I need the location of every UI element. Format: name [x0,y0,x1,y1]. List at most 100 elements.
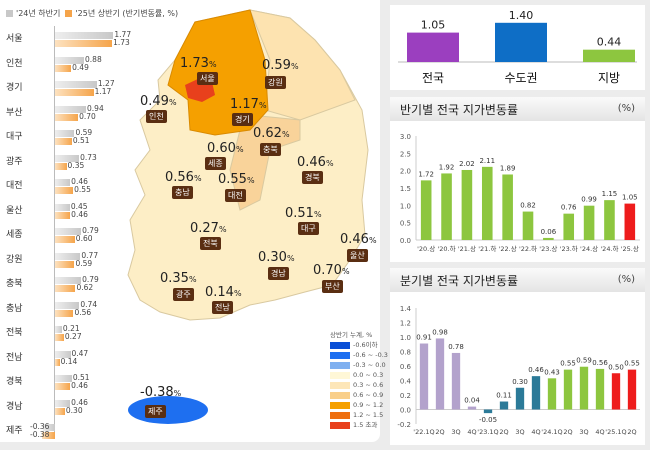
region-value-prev: 0.51 [72,373,90,382]
bar [547,378,557,410]
map-value-unit: % [208,60,217,69]
map-region-tag: 세종 [205,157,226,170]
map-value-12: 0.30% [258,250,295,265]
x-tick-label: 3Q [451,428,460,436]
summary-category: 전국 [422,71,444,85]
bar [604,200,615,240]
region-bar-prev [55,252,81,260]
region-name: 경북 [6,377,23,387]
bar-value-label: 0.55 [624,360,640,368]
y-tick-label: 0.5 [400,220,411,228]
region-value-prev: 0.77 [81,250,99,260]
chungbuk-shape [229,114,301,211]
x-tick-label: 2Q [499,428,508,436]
map-region-tag: 대구 [298,222,319,235]
y-tick-label: 3.0 [400,133,411,141]
region-bar-curr [42,432,55,439]
region-bar-prev [55,277,82,284]
summary-category: 지방 [598,71,620,85]
region-name: 인천 [6,58,23,69]
bar [595,368,605,410]
map-value-10: 0.46% [340,232,377,247]
map-region-tag: 충남 [172,186,193,199]
map-region-tag: 경남 [268,267,289,280]
bar [461,169,473,240]
region-name: 강원 [6,254,23,265]
bar [481,166,493,240]
map-legend-swatch [330,351,350,359]
map-value-number: 0.55 [218,172,247,187]
region-value-curr: 0.55 [74,185,91,194]
x-tick-label: '20.상 [417,244,435,253]
x-tick-label: '24.하 [600,244,618,253]
bar-value-label: 0.98 [432,328,448,336]
map-legend-swatch [330,341,350,349]
region-bar-prev [55,130,75,137]
bar-value-label: 0.82 [520,202,536,210]
map-legend-label: 0.3 ~ 0.6 [353,381,384,389]
bar-value-label: 0.46 [528,366,544,374]
region-value-curr: 0.60 [75,234,93,243]
map-value-unit: % [341,267,350,276]
map-value-6: 0.56% [165,170,202,185]
bar [515,387,525,410]
map-legend-item: 0.3 ~ 0.6 [330,381,388,391]
region-bar-prev [55,350,71,358]
map-region-tag: 전북 [200,237,221,250]
y-tick-label: 1.0 [400,334,411,342]
bar-value-label: 1.89 [500,164,516,172]
bar-value-label: 0.56 [592,359,608,367]
region-name: 경기 [6,83,23,93]
x-tick-label: 4Q [467,428,476,436]
y-tick-label: 0.0 [400,237,411,245]
region-value-prev: 0.79 [82,226,99,235]
region-value-curr: 1.73 [113,38,130,47]
bar-value-label: 0.11 [496,392,512,400]
y-tick-label: 0.0 [400,407,411,415]
region-value-prev: 0.88 [85,54,102,64]
bar-value-label: 0.06 [541,228,557,236]
half-year-panel: 반기별 전국 지가변동률 (%) 0.0 0.5 1.0 1.5 2.0 2.5 3.0 1.7… [390,97,645,262]
map-legend-label: 0.0 ~ 0.3 [353,371,384,379]
summary-value: 0.44 [597,36,622,49]
bar [579,366,589,410]
bar-value-label: 0.78 [448,343,464,351]
x-tick-label: '21.상 [458,244,476,253]
bar-value-label: 2.11 [479,157,495,165]
map-legend-item: 0.9 ~ 1.2 [330,401,388,411]
region-bar-curr [55,187,74,194]
region-bar-curr [55,334,64,341]
summary-bar [583,49,635,62]
map-value-unit: % [218,225,227,234]
region-value-curr: -0.38 [30,430,50,439]
map-value-unit: % [281,130,290,139]
map-value-2: 0.59% [262,58,299,73]
map-value-unit: % [325,159,334,168]
map-value-16: -0.38% [140,385,181,400]
bar-value-label: 1.72 [418,170,434,178]
bar-value-label: 0.91 [416,334,432,342]
x-tick-label: '22.1Q [413,428,434,436]
y-tick-label: 0.4 [400,378,412,386]
region-bar-curr [55,40,113,47]
jeju-shape [128,396,208,424]
region-bar-curr [55,211,71,219]
map-region-tag: 인천 [146,110,167,123]
region-value-curr: 0.59 [75,258,93,268]
bar [624,203,636,240]
bar [543,237,554,240]
map-legend-swatch [330,421,350,429]
region-bar-curr [55,113,79,121]
map-value-14: 0.35% [160,271,197,286]
bar [419,343,429,410]
map-value-1: 1.17% [230,97,267,112]
bar [441,173,452,240]
region-value-prev: 1.77 [114,30,132,39]
region-bar-prev [55,301,80,309]
map-legend-label: -0.6이하 [353,341,378,349]
region-value-prev: 1.27 [97,79,115,88]
map-legend-swatch [330,391,350,399]
map-region-tag: 대전 [225,189,246,202]
map-value-unit: % [368,236,377,245]
region-name: 울산 [6,205,23,216]
